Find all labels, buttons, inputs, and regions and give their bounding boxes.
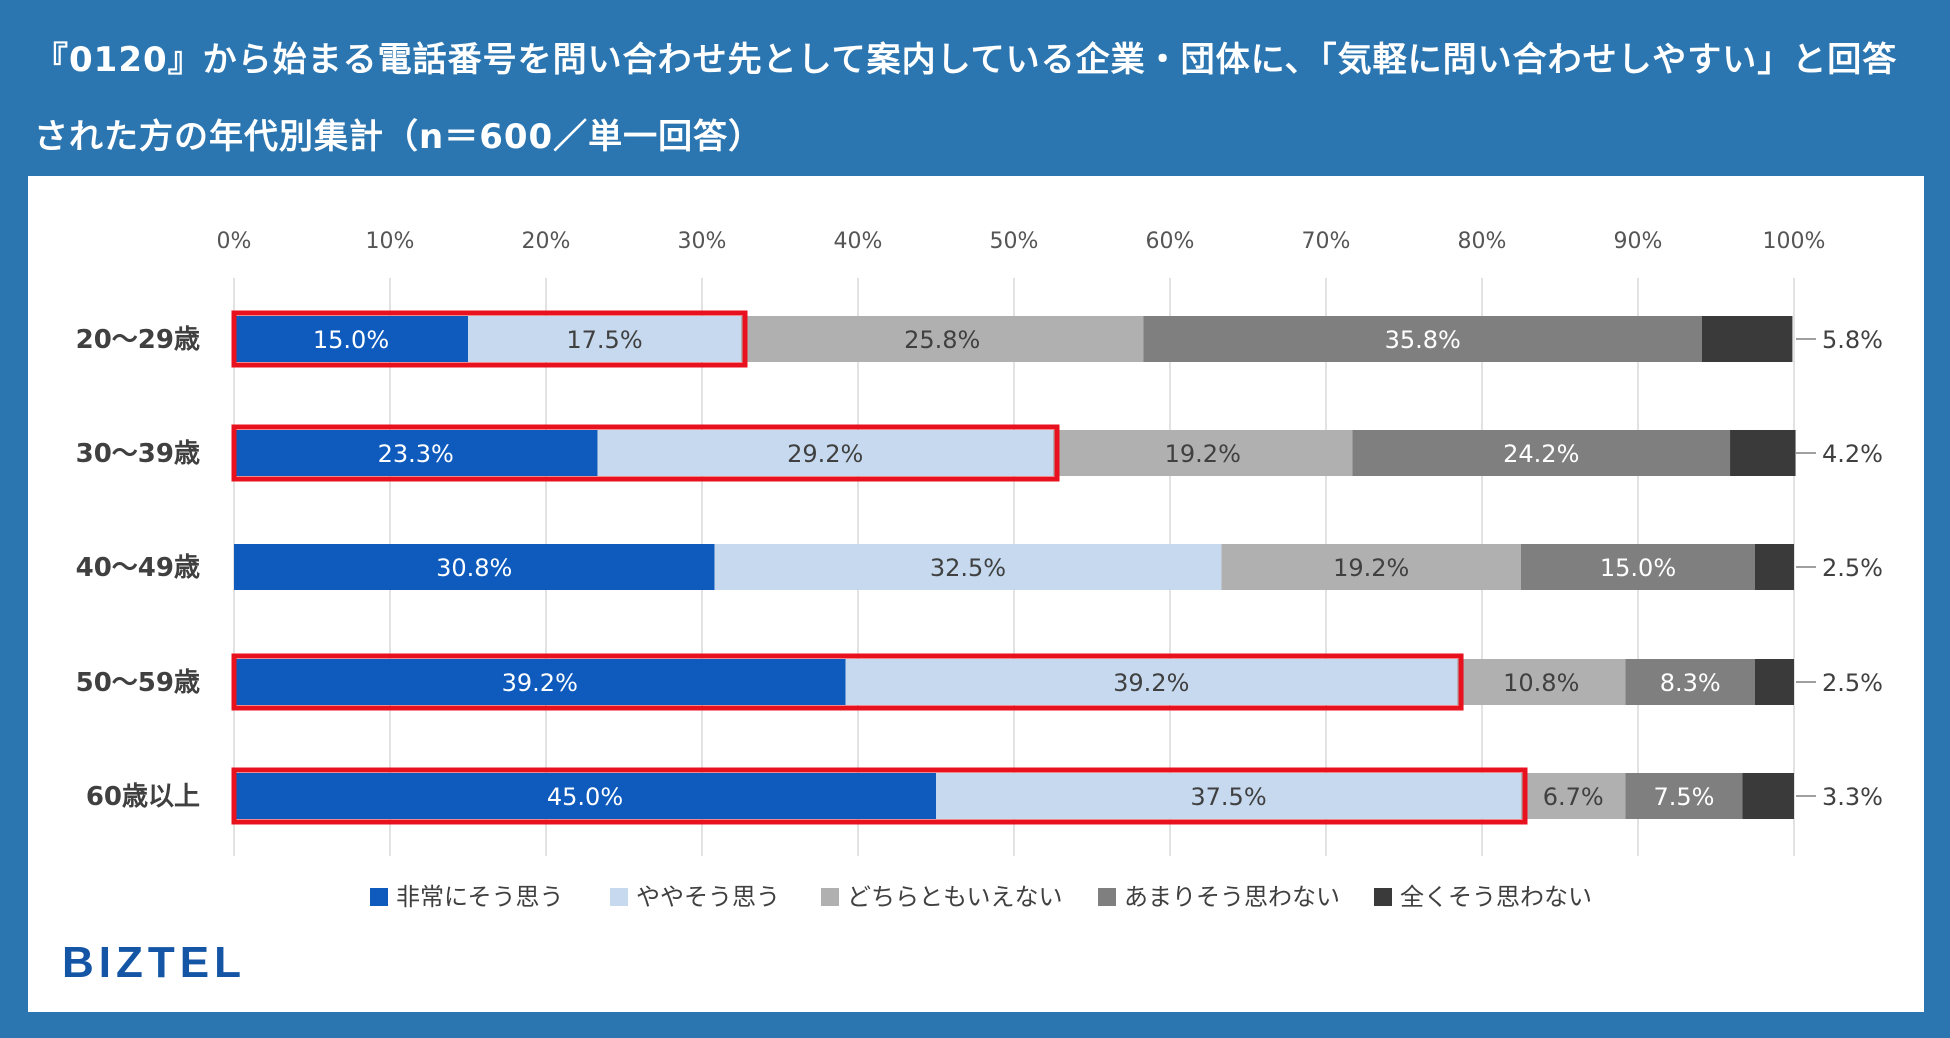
bar-segment bbox=[234, 544, 715, 590]
data-label: 19.2% bbox=[1165, 440, 1241, 468]
data-label: 39.2% bbox=[502, 669, 578, 697]
x-tick-label: 60% bbox=[1146, 229, 1195, 254]
highlight-box bbox=[231, 310, 748, 368]
data-label: 37.5% bbox=[1190, 783, 1266, 811]
data-label: 29.2% bbox=[787, 440, 863, 468]
data-label: 35.8% bbox=[1385, 326, 1461, 354]
bar-segment bbox=[1625, 659, 1755, 705]
bar-segment bbox=[1730, 430, 1796, 476]
bar-segment bbox=[1352, 430, 1731, 476]
x-tick-label: 80% bbox=[1458, 229, 1507, 254]
bar-segment bbox=[1221, 544, 1521, 590]
data-label: 6.7% bbox=[1543, 783, 1604, 811]
category-label: 50〜59歳 bbox=[76, 668, 200, 698]
bar-segment bbox=[1521, 773, 1626, 819]
chart-panel: 0% 10% 20% 30% 40% 50% 60% 70% 80% 90% 100% 20〜29歳 1… bbox=[28, 176, 1924, 1012]
highlight-box bbox=[231, 767, 1528, 825]
bar-segment bbox=[1457, 659, 1626, 705]
data-label: 15.0% bbox=[313, 326, 389, 354]
bar-segment bbox=[1625, 773, 1743, 819]
legend-swatch bbox=[610, 888, 628, 906]
data-label: 7.5% bbox=[1654, 783, 1715, 811]
data-label: 23.3% bbox=[378, 440, 454, 468]
legend-label: あまりそう思わない bbox=[1124, 883, 1340, 911]
data-label: 4.2% bbox=[1822, 440, 1883, 468]
data-label: 3.3% bbox=[1822, 783, 1883, 811]
data-label: 2.5% bbox=[1822, 554, 1883, 582]
bar-segment bbox=[468, 316, 741, 362]
legend-label: 全くそう思わない bbox=[1400, 883, 1592, 911]
bar-segment bbox=[1053, 430, 1353, 476]
x-tick-label: 20% bbox=[522, 229, 571, 254]
bar-segment bbox=[234, 316, 468, 362]
bar-segment bbox=[714, 544, 1222, 590]
x-tick-label: 100% bbox=[1763, 229, 1826, 254]
bar-segment bbox=[1521, 544, 1755, 590]
x-tick-label: 40% bbox=[834, 229, 883, 254]
legend-label: ややそう思う bbox=[636, 883, 780, 911]
data-label: 5.8% bbox=[1822, 326, 1883, 354]
category-label: 30〜39歳 bbox=[76, 439, 200, 469]
data-label: 32.5% bbox=[930, 554, 1006, 582]
category-label: 60歳以上 bbox=[86, 782, 200, 812]
legend-swatch bbox=[1098, 888, 1116, 906]
data-label: 19.2% bbox=[1333, 554, 1409, 582]
data-label: 8.3% bbox=[1660, 669, 1721, 697]
bar-segment bbox=[234, 773, 936, 819]
x-tick-label: 90% bbox=[1614, 229, 1663, 254]
legend-swatch bbox=[1374, 888, 1392, 906]
highlight-box bbox=[231, 424, 1060, 482]
bar-segment bbox=[1701, 316, 1793, 362]
legend-swatch bbox=[370, 888, 388, 906]
page-title: 『0120』から始まる電話番号を問い合わせ先として案内している企業・団体に、「気… bbox=[34, 40, 1898, 157]
category-label: 20〜29歳 bbox=[76, 325, 200, 355]
highlight-box bbox=[231, 653, 1464, 711]
data-label: 30.8% bbox=[436, 554, 512, 582]
x-tick-label: 10% bbox=[366, 229, 415, 254]
bar-segment bbox=[1742, 773, 1794, 819]
bar-segment bbox=[741, 316, 1144, 362]
category-label: 40〜49歳 bbox=[76, 553, 200, 583]
data-label: 39.2% bbox=[1113, 669, 1189, 697]
data-label: 25.8% bbox=[904, 326, 980, 354]
legend-swatch bbox=[821, 888, 839, 906]
x-tick-label: 30% bbox=[678, 229, 727, 254]
bar-segment bbox=[845, 659, 1458, 705]
bar-segment bbox=[1755, 544, 1794, 590]
legend-label: どちらともいえない bbox=[847, 883, 1063, 911]
bar-segment bbox=[234, 430, 598, 476]
data-label: 17.5% bbox=[566, 326, 642, 354]
legend-label: 非常にそう思う bbox=[396, 883, 564, 911]
data-label: 24.2% bbox=[1503, 440, 1579, 468]
bar-segment bbox=[597, 430, 1053, 476]
data-label: 45.0% bbox=[547, 783, 623, 811]
x-tick-label: 50% bbox=[990, 229, 1039, 254]
chart-area: 0% 10% 20% 30% 40% 50% 60% 70% 80% 90% 100% 20〜29歳 1… bbox=[76, 229, 1883, 911]
bar-segment bbox=[1755, 659, 1794, 705]
data-label: 2.5% bbox=[1822, 669, 1883, 697]
bar-segment bbox=[1143, 316, 1702, 362]
bar-segment bbox=[234, 659, 846, 705]
biztel-logo: BIZTEL bbox=[62, 938, 246, 987]
bar-segment bbox=[936, 773, 1521, 819]
data-label: 10.8% bbox=[1503, 669, 1579, 697]
data-label: 15.0% bbox=[1600, 554, 1676, 582]
x-tick-label: 0% bbox=[217, 229, 252, 254]
x-tick-label: 70% bbox=[1302, 229, 1351, 254]
